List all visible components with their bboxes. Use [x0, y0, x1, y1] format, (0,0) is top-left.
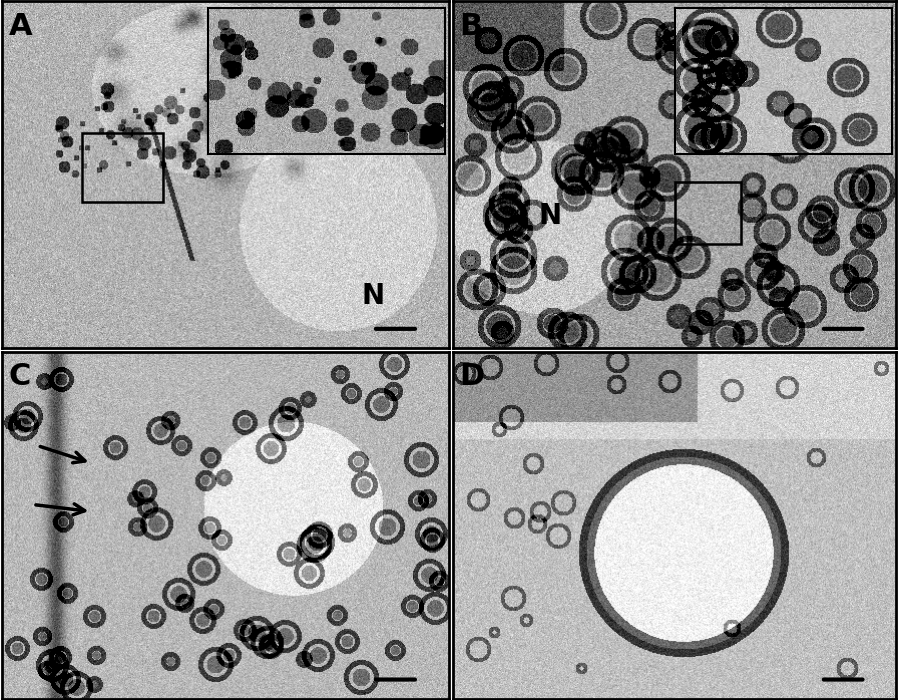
- Text: N: N: [539, 202, 562, 230]
- Text: N: N: [362, 282, 384, 310]
- Text: D: D: [459, 363, 484, 391]
- Text: B: B: [459, 12, 482, 41]
- Bar: [675, 181, 741, 244]
- Text: A: A: [8, 12, 32, 41]
- Text: C: C: [8, 363, 31, 391]
- Bar: [82, 133, 163, 202]
